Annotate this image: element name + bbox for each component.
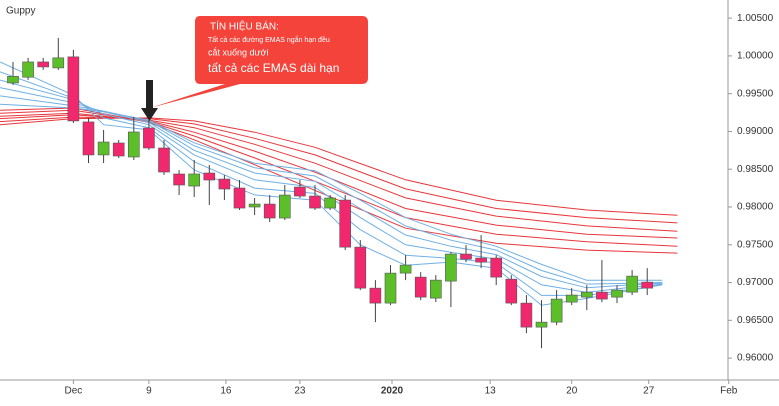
y-tick-label: 1.00500 [737, 13, 774, 24]
y-tick-label: 0.97000 [737, 277, 774, 288]
ema-line [0, 87, 663, 289]
candle-body [203, 172, 216, 181]
candle-body [97, 141, 110, 156]
annotation-line: tất cả các EMAS dài hạn [208, 61, 339, 75]
x-tick-label: 9 [146, 386, 152, 397]
y-tick-label: 0.97500 [737, 239, 774, 250]
candle-body [475, 257, 487, 263]
candle-body [218, 178, 231, 190]
candle-body [7, 76, 19, 84]
candle-body [294, 186, 306, 197]
plot-area [0, 37, 678, 349]
candle-body [384, 272, 397, 304]
signal-arrow [141, 80, 158, 121]
candle-body [143, 127, 155, 149]
candle-body [626, 275, 638, 293]
candle-body [67, 56, 80, 122]
candle-body [127, 131, 140, 158]
candle-body [82, 121, 95, 156]
candle-body [596, 291, 608, 300]
x-tick-label: Feb [720, 386, 738, 397]
candle-body [112, 142, 125, 157]
candle-body [354, 246, 367, 289]
candle-body [535, 321, 548, 328]
candle-body [188, 173, 200, 187]
x-tick-label: 13 [485, 386, 497, 397]
candle-body [430, 279, 442, 299]
candle-body [369, 287, 382, 304]
candle-body [233, 187, 246, 209]
candle-body [445, 253, 457, 282]
candle-body [324, 197, 336, 209]
candle-body [173, 173, 185, 186]
candle-body [565, 294, 578, 303]
candle-body [399, 264, 412, 274]
x-tick-label: 16 [220, 386, 232, 397]
candle-body [611, 289, 623, 298]
candle-body [460, 253, 472, 260]
y-tick-label: 0.99500 [737, 88, 774, 99]
candle-body [278, 194, 291, 219]
y-tick-label: 0.96000 [737, 353, 774, 364]
x-tick-label: 20 [566, 386, 578, 397]
candle-body [641, 281, 654, 289]
ema-line [0, 103, 663, 281]
y-tick-label: 0.96500 [737, 315, 774, 326]
chart-title: Guppy [6, 6, 35, 17]
annotation-box [150, 16, 368, 108]
annotation-title: TÍN HIỆU BÁN: [210, 20, 279, 33]
candle-body [22, 61, 34, 78]
y-tick-label: 0.98000 [737, 202, 774, 213]
candle-body [309, 195, 321, 209]
candle-body [414, 276, 427, 298]
annotation-line: Tất cả các đường EMAS ngắn hạn đều [208, 35, 330, 44]
y-tick-label: 0.98500 [737, 164, 774, 175]
candle-body [37, 61, 49, 68]
candle-body [158, 147, 170, 173]
candle-body [505, 278, 518, 304]
candle-body [520, 302, 533, 328]
x-tick-label: 2020 [381, 386, 404, 397]
ema-line [0, 117, 678, 216]
candle-body [52, 57, 65, 69]
candle-body [581, 291, 593, 298]
candle-body [490, 257, 503, 278]
x-tick-label: Dec [64, 386, 82, 397]
x-tick-label: 23 [294, 386, 306, 397]
candle-body [550, 298, 563, 323]
x-tick-label: 27 [643, 386, 655, 397]
candle-body [339, 199, 351, 248]
candle-body [263, 203, 276, 219]
candle-body [248, 203, 261, 208]
y-tick-label: 0.99000 [737, 126, 774, 137]
y-tick-label: 1.00000 [737, 51, 774, 62]
annotation-line: cắt xuống dưới [208, 47, 268, 57]
